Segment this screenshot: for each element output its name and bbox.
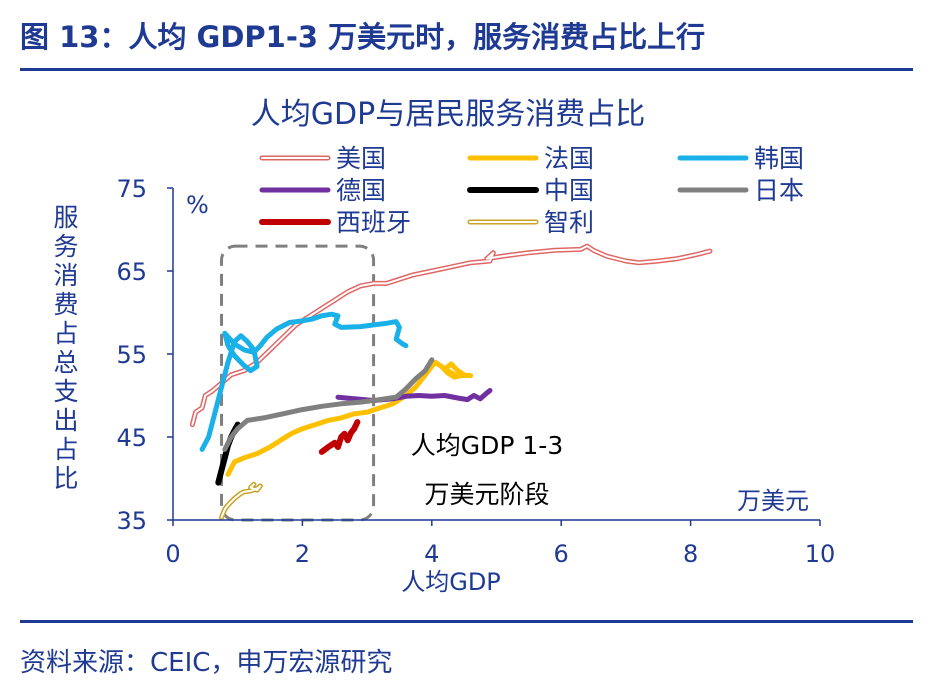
highlight-box (220, 244, 376, 522)
box-label-line1: 人均GDP 1-3 (411, 431, 563, 460)
y-tick-label: 65 (116, 258, 147, 286)
legend-label: 中国 (544, 176, 594, 205)
x-tick-label: 10 (805, 540, 836, 568)
chart-title: 人均GDP与居民服务消费占比 (251, 97, 645, 132)
series-line-1 (225, 359, 474, 477)
source-rule (20, 620, 913, 623)
legend-label: 德国 (336, 176, 386, 205)
y-axis-label-char: 出 (53, 406, 78, 435)
y-tick-label: 45 (116, 424, 147, 452)
x-tick-label: 0 (165, 540, 180, 568)
box-label-line2: 万美元阶段 (424, 480, 549, 509)
source-note: 资料来源：CEIC，申万宏源研究 (20, 648, 393, 678)
y-unit-label: % (186, 191, 209, 219)
x-tick-label: 8 (683, 540, 698, 568)
highlight-box-layer (220, 244, 376, 522)
y-axis-label-char: 服 (53, 203, 78, 232)
series-line-7-inner (220, 483, 262, 519)
axis-layer: 35 45 55 65 75 0 2 4 6 8 10 (116, 175, 835, 568)
legend-item: 美国 (259, 144, 386, 173)
chart: 人均GDP与居民服务消费占比 35 45 55 65 75 0 2 4 6 8 10 美国 法国 韩国德… (53, 97, 835, 596)
series-line-3 (335, 388, 493, 403)
legend-item: 日本 (677, 176, 804, 205)
legend-item: 德国 (259, 176, 386, 205)
title-rule (20, 68, 913, 71)
y-tick-label: 75 (116, 175, 147, 203)
legend-label: 日本 (754, 176, 804, 205)
legend-label: 韩国 (754, 144, 804, 173)
y-tick-label: 55 (116, 341, 147, 369)
series-line-5 (222, 357, 435, 452)
x-tick-label: 4 (424, 540, 439, 568)
x-tick-label: 2 (295, 540, 310, 568)
legend-label: 法国 (544, 144, 594, 173)
legend-label: 西班牙 (336, 208, 411, 237)
series-line-2 (199, 311, 409, 452)
legend-item: 西班牙 (259, 208, 411, 237)
x-unit-label: 万美元 (737, 487, 809, 515)
y-axis-label-char: 费 (53, 290, 78, 319)
y-axis-label-char: 总 (53, 348, 78, 377)
y-axis-label-char: 比 (53, 464, 78, 493)
y-tick-label: 35 (116, 507, 147, 535)
x-tick-label: 6 (554, 540, 569, 568)
y-axis-label-char: 占 (53, 319, 78, 348)
x-axis-label: 人均GDP (401, 568, 501, 596)
y-axis-label-char: 占 (53, 435, 78, 464)
legend-label: 智利 (544, 208, 594, 237)
legend-label: 美国 (336, 144, 386, 173)
legend-item: 韩国 (677, 144, 804, 173)
y-axis-label-char: 支 (53, 377, 78, 406)
y-axis-label-char: 消 (53, 261, 78, 290)
y-axis-label-char: 务 (53, 232, 78, 261)
series-line-6 (318, 419, 361, 455)
series-line-0-inner (191, 245, 711, 426)
legend-item: 智利 (467, 208, 594, 237)
series-layer (189, 243, 713, 520)
legend-item: 法国 (467, 144, 594, 173)
legend-item: 中国 (467, 176, 594, 205)
figure-title: 图 13：人均 GDP1-3 万美元时，服务消费占比上行 (20, 20, 706, 54)
